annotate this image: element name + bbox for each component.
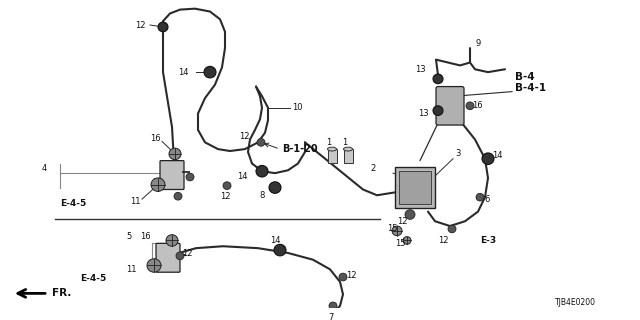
Bar <box>344 149 353 163</box>
Text: 14: 14 <box>492 151 502 160</box>
Text: 15: 15 <box>387 224 397 233</box>
Text: TJB4E0200: TJB4E0200 <box>555 298 596 307</box>
Text: 14: 14 <box>237 172 248 181</box>
Circle shape <box>433 106 443 116</box>
Circle shape <box>147 259 161 272</box>
Text: 8: 8 <box>260 191 265 200</box>
Circle shape <box>174 192 182 200</box>
FancyBboxPatch shape <box>156 243 180 272</box>
Circle shape <box>448 225 456 233</box>
Circle shape <box>392 226 402 236</box>
Bar <box>399 171 431 204</box>
Text: 12: 12 <box>346 271 356 280</box>
Circle shape <box>166 235 178 246</box>
Text: 12: 12 <box>135 20 145 29</box>
Text: 14: 14 <box>270 236 280 245</box>
Text: 3: 3 <box>455 149 460 158</box>
FancyBboxPatch shape <box>436 87 464 125</box>
Ellipse shape <box>344 147 353 151</box>
Circle shape <box>269 182 281 193</box>
Circle shape <box>433 74 443 84</box>
Text: 11: 11 <box>130 197 141 206</box>
Text: E-3: E-3 <box>480 236 496 245</box>
Text: 16: 16 <box>150 134 161 143</box>
Circle shape <box>169 148 181 160</box>
Text: 6: 6 <box>484 195 490 204</box>
Text: 9: 9 <box>475 39 480 48</box>
Text: 1: 1 <box>342 138 348 147</box>
FancyBboxPatch shape <box>160 161 184 189</box>
Circle shape <box>339 273 347 281</box>
Circle shape <box>466 102 474 110</box>
Bar <box>395 167 435 208</box>
Text: B-1-20: B-1-20 <box>282 144 317 154</box>
Text: 12: 12 <box>438 236 449 245</box>
Circle shape <box>274 244 286 256</box>
Text: 16: 16 <box>140 232 150 241</box>
Text: 12: 12 <box>182 249 193 259</box>
Ellipse shape <box>328 147 337 151</box>
Text: 12: 12 <box>397 217 408 226</box>
Circle shape <box>256 165 268 177</box>
Text: B-4-1: B-4-1 <box>515 84 546 93</box>
Circle shape <box>482 153 494 164</box>
Text: 12: 12 <box>220 192 230 201</box>
Text: 15: 15 <box>395 239 406 248</box>
Circle shape <box>204 66 216 78</box>
Text: 14: 14 <box>178 68 189 77</box>
Circle shape <box>403 236 411 244</box>
Circle shape <box>257 139 265 146</box>
Circle shape <box>329 302 337 310</box>
Text: FR.: FR. <box>52 288 72 298</box>
Circle shape <box>223 182 231 189</box>
Text: E-4-5: E-4-5 <box>80 275 106 284</box>
Bar <box>328 149 337 163</box>
Text: 2: 2 <box>370 164 375 173</box>
Circle shape <box>476 193 484 201</box>
Text: 1: 1 <box>326 138 332 147</box>
Circle shape <box>176 252 184 260</box>
Text: 11: 11 <box>126 265 136 274</box>
Text: 10: 10 <box>292 103 303 112</box>
Circle shape <box>158 22 168 32</box>
Circle shape <box>151 178 165 191</box>
Text: 4: 4 <box>42 164 47 173</box>
Circle shape <box>405 210 415 219</box>
Text: B-4: B-4 <box>515 72 534 82</box>
Text: E-4-5: E-4-5 <box>60 199 86 208</box>
Text: 5: 5 <box>126 232 131 241</box>
Text: 7: 7 <box>328 313 333 320</box>
Text: 13: 13 <box>418 109 429 118</box>
Text: 12: 12 <box>239 132 250 141</box>
Circle shape <box>186 173 194 181</box>
Text: 13: 13 <box>415 65 426 74</box>
Text: 16: 16 <box>472 101 483 110</box>
